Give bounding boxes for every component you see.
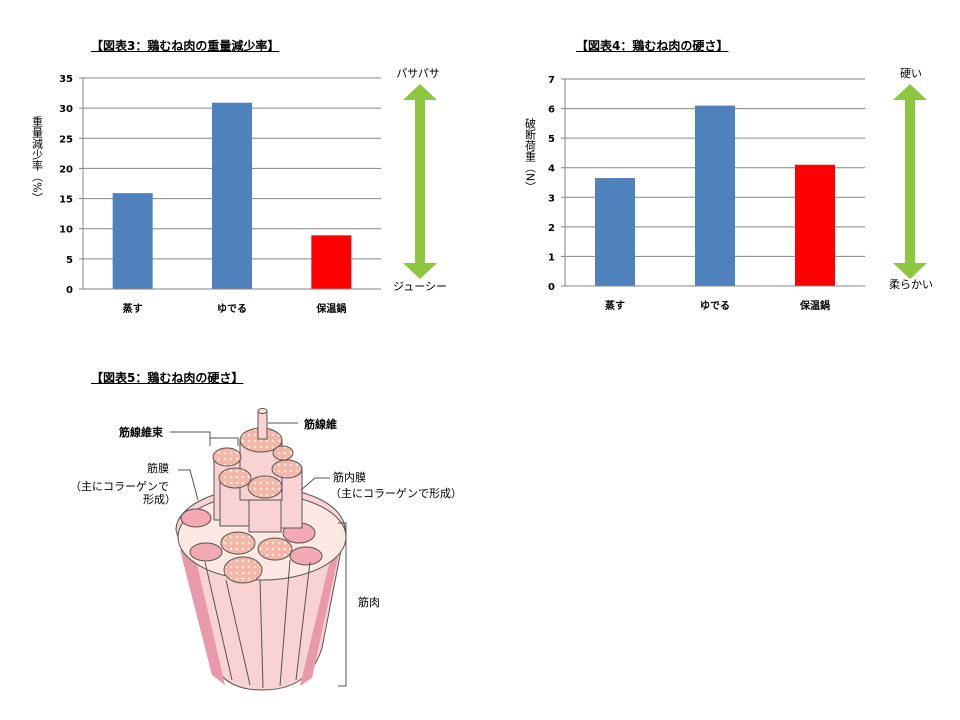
y-tick-label: 25 bbox=[59, 134, 73, 145]
figure4-title: 【図表4：鶏むね肉の硬さ】 bbox=[576, 39, 729, 53]
x-category-label: 蒸す bbox=[605, 299, 625, 312]
fiber-bundle-end bbox=[218, 467, 252, 489]
scale-arrow-bottom-label: ジューシー bbox=[393, 280, 447, 293]
y-tick-label: 7 bbox=[548, 75, 555, 86]
y-ticks: 0 1 2 3 4 5 6 7 bbox=[548, 75, 565, 293]
x-category-label: ゆでる bbox=[217, 303, 247, 315]
x-category-label: 保温鍋 bbox=[315, 302, 346, 315]
y-axis-label: 重量減少率（%） bbox=[31, 115, 44, 204]
y-tick-label: 10 bbox=[59, 225, 73, 236]
label-muscle-fiber: 筋線維 bbox=[303, 417, 337, 431]
fascicle-ends bbox=[212, 427, 303, 499]
fascicle-oval bbox=[180, 508, 212, 528]
fascicle-oval bbox=[289, 546, 323, 566]
label-endomysium: 筋内膜 bbox=[333, 470, 366, 484]
bars bbox=[595, 105, 835, 286]
bar bbox=[112, 193, 153, 289]
y-tick-label: 20 bbox=[59, 164, 73, 175]
scale-arrow-top-label: 硬い bbox=[900, 67, 922, 80]
x-category-label: ゆでる bbox=[700, 300, 730, 312]
leader-muscle-bracket bbox=[338, 522, 347, 687]
label-endomysium-note: （主にコラーゲンで形成） bbox=[330, 487, 462, 500]
y-tick-label: 0 bbox=[66, 285, 73, 296]
fiber-bundle-end bbox=[257, 537, 293, 561]
fiber-bundle-end bbox=[272, 445, 294, 461]
fascicle-oval bbox=[189, 542, 223, 562]
fiber-bundle-end bbox=[212, 447, 242, 467]
fiber-bundle-end bbox=[271, 459, 303, 479]
x-category-label: 蒸す bbox=[123, 302, 143, 315]
label-muscle: 筋肉 bbox=[358, 595, 380, 609]
fiber-bundle-end bbox=[220, 531, 256, 555]
muscle-side-pink-right bbox=[300, 548, 340, 686]
scale-arrow-top-label: パサパサ bbox=[396, 67, 440, 80]
figure3-title: 【図表3：鶏むね肉の重量減少率】 bbox=[91, 39, 280, 53]
x-categories: 蒸す ゆでる 保温鍋 bbox=[605, 299, 830, 312]
y-tick-label: 30 bbox=[59, 104, 73, 115]
muscle-fiber-end bbox=[257, 408, 268, 414]
scale-arrow-shape bbox=[893, 84, 927, 279]
muscle-fiber bbox=[257, 410, 268, 440]
bar bbox=[311, 235, 352, 289]
scale-arrow-shape bbox=[403, 84, 437, 279]
label-perimysium-note2: 形成） bbox=[143, 493, 176, 506]
y-tick-label: 4 bbox=[548, 164, 555, 175]
y-tick-label: 15 bbox=[59, 195, 73, 206]
fascicle-lines bbox=[204, 559, 311, 689]
muscle-side-pink-left bbox=[180, 550, 225, 685]
y-tick-label: 0 bbox=[548, 282, 555, 293]
label-fiber-bundle: 筋線維束 bbox=[118, 425, 164, 439]
y-tick-label: 3 bbox=[548, 193, 555, 204]
y-ticks: 0 5 10 15 20 25 30 35 bbox=[59, 74, 83, 296]
y-tick-label: 6 bbox=[548, 105, 555, 116]
label-perimysium: 筋膜 bbox=[147, 461, 169, 475]
scale-arrow bbox=[403, 84, 437, 279]
fiber-bundles-cut bbox=[220, 531, 293, 584]
bar bbox=[695, 105, 735, 286]
scale-arrow-bottom-label: 柔らかい bbox=[889, 278, 933, 291]
y-tick-label: 2 bbox=[548, 223, 555, 234]
y-tick-label: 5 bbox=[548, 134, 555, 145]
leader-bundle bbox=[170, 431, 239, 446]
fiber-bundle-end bbox=[223, 556, 263, 584]
leader-endomysium bbox=[300, 477, 330, 491]
fascicle-cross-sections bbox=[180, 508, 323, 566]
bar bbox=[795, 164, 835, 286]
leader-lines bbox=[170, 422, 347, 687]
y-tick-label: 5 bbox=[66, 255, 73, 266]
bars bbox=[112, 102, 352, 290]
x-category-label: 保温鍋 bbox=[799, 299, 830, 312]
y-tick-label: 35 bbox=[59, 74, 73, 85]
y-tick-label: 1 bbox=[548, 252, 555, 263]
x-categories: 蒸す ゆでる 保温鍋 bbox=[123, 302, 347, 315]
leader-perimysium bbox=[178, 469, 199, 501]
y-axis-label: 破断荷重（N） bbox=[524, 117, 537, 193]
label-perimysium-note: （主にコラーゲンで bbox=[70, 480, 169, 493]
figure5-title: 【図表5：鶏むね肉の硬さ】 bbox=[91, 371, 244, 385]
fiber-bundle-end bbox=[247, 475, 283, 499]
bar bbox=[595, 178, 635, 286]
scale-arrow bbox=[893, 84, 927, 279]
bar bbox=[212, 102, 252, 290]
